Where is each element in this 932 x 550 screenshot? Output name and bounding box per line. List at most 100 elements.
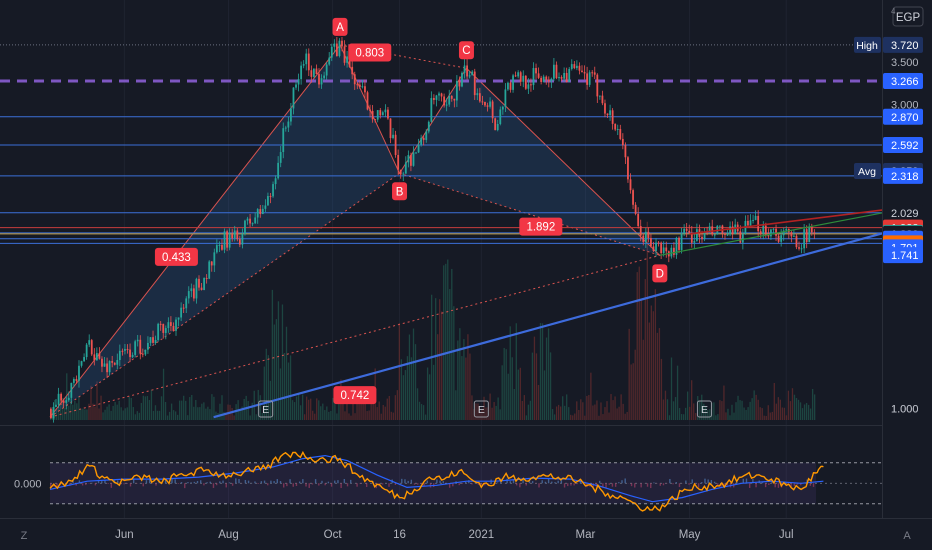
zoom-button[interactable]: Z	[21, 530, 28, 542]
currency-badge[interactable]: EGP	[892, 6, 924, 27]
trend-line[interactable]	[659, 212, 884, 256]
price-label[interactable]: High 3.720	[854, 36, 923, 53]
pattern-point-a[interactable]: A	[332, 17, 348, 36]
candle-body	[88, 340, 91, 345]
time-axis[interactable]	[0, 518, 932, 550]
candle-body	[695, 229, 698, 241]
earnings-marker[interactable]: E	[696, 400, 712, 418]
candle	[356, 82, 359, 90]
candle-body	[185, 298, 188, 309]
pattern-ratio-label-text: 0.742	[341, 390, 370, 402]
earnings-marker[interactable]: E	[473, 400, 489, 418]
candle	[512, 73, 514, 93]
price-label[interactable]: 2.318	[883, 167, 923, 184]
volume-bar	[551, 409, 554, 420]
histogram-bar	[129, 483, 132, 487]
candle-body	[93, 354, 96, 361]
pattern-leg-xa	[49, 44, 341, 418]
histogram-bar	[267, 483, 269, 486]
candle-body	[422, 137, 425, 140]
volume-bar	[795, 397, 798, 420]
candle-body	[60, 393, 63, 401]
candle	[749, 214, 752, 226]
price-label-prefix: Avg	[858, 166, 876, 178]
volume-bar	[424, 414, 427, 420]
price-label[interactable]: 2.592	[883, 136, 923, 153]
candle	[394, 130, 397, 158]
pattern-point-b[interactable]: B	[392, 182, 408, 201]
volume-bar	[606, 401, 608, 420]
candle	[62, 398, 65, 408]
pattern-ratio-label[interactable]: 0.742	[333, 386, 377, 405]
candle	[147, 336, 149, 354]
candle-body	[478, 93, 481, 102]
price-label[interactable]: 3.266	[883, 72, 923, 89]
candle-body	[527, 84, 530, 89]
candle	[269, 192, 272, 204]
candle-body	[302, 64, 305, 66]
volume-bar	[98, 408, 100, 420]
volume-bar	[648, 322, 650, 420]
candle-body	[662, 247, 665, 254]
histogram-bar	[426, 480, 429, 484]
volume-bar	[326, 406, 328, 420]
candle	[591, 70, 594, 77]
candle-body	[358, 84, 361, 87]
earnings-marker[interactable]: E	[258, 400, 274, 418]
log-scale-button[interactable]: A	[898, 526, 916, 544]
histogram-bar	[209, 481, 211, 484]
volume-bar	[707, 409, 709, 420]
candle-body	[747, 220, 749, 226]
histogram-bar	[225, 483, 227, 488]
candle	[616, 124, 619, 136]
volume-bar	[521, 400, 523, 420]
candle	[471, 70, 474, 76]
trend-line[interactable]	[689, 209, 884, 235]
price-label[interactable]: 1.741	[883, 247, 923, 264]
candle-body	[111, 361, 114, 363]
candle-body	[726, 234, 729, 236]
pattern-point-c[interactable]: C	[458, 41, 474, 60]
candle	[210, 261, 213, 272]
candle	[108, 360, 111, 376]
pattern-ratio-label[interactable]: 0.803	[348, 43, 392, 62]
volume-bar	[584, 415, 586, 420]
candle-body	[231, 234, 234, 239]
candle	[170, 316, 172, 332]
candle-body	[524, 75, 527, 89]
volume-bar	[459, 328, 461, 420]
time-tick-label: Jun	[115, 529, 134, 541]
candle	[305, 48, 308, 71]
candle	[290, 103, 292, 126]
candle-body	[793, 235, 795, 237]
trend-line[interactable]	[213, 232, 884, 419]
volume-bar	[402, 375, 405, 420]
candle-body	[530, 84, 532, 86]
histogram-bar	[519, 483, 521, 488]
pattern-point-b-text: B	[396, 186, 404, 198]
volume-bar	[644, 279, 646, 420]
price-label[interactable]: 2.029	[883, 204, 923, 221]
candle	[267, 192, 269, 206]
price-label-box	[883, 167, 923, 184]
candle	[665, 241, 668, 258]
pattern-ratio-label[interactable]: 1.892	[519, 217, 563, 236]
candle	[655, 238, 657, 257]
candle-body	[644, 231, 647, 243]
currency-badge-box	[892, 6, 924, 27]
candle	[670, 244, 673, 259]
volume-bar	[499, 409, 501, 420]
candle	[450, 95, 453, 102]
histogram-bar	[327, 481, 330, 484]
volume-bar	[64, 407, 66, 420]
price-label[interactable]: 2.870	[883, 108, 923, 125]
volume-bar	[801, 408, 804, 420]
candle-body	[343, 46, 346, 63]
pattern-ratio-label[interactable]: 0.433	[154, 247, 198, 266]
histogram-bar	[809, 483, 812, 486]
candle-body	[734, 224, 737, 235]
candle-body	[200, 287, 203, 290]
price-label[interactable]: 1.000	[891, 404, 919, 416]
histogram-bar	[707, 479, 709, 484]
pattern-point-d[interactable]: D	[652, 264, 668, 283]
